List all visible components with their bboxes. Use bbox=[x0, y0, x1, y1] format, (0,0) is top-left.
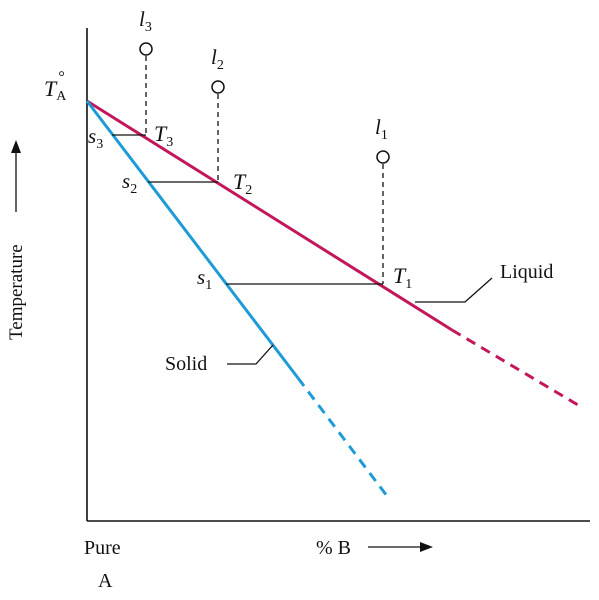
x-axis-arrow-head bbox=[420, 542, 433, 552]
temperature-t3-label: T3 bbox=[154, 121, 173, 150]
liquid-point-l3-marker bbox=[139, 42, 153, 56]
liquid-label-leader bbox=[415, 277, 493, 303]
x-axis-label: % B bbox=[316, 537, 351, 559]
liquid-point-l2-marker bbox=[211, 80, 225, 94]
origin-label-a: A bbox=[98, 570, 113, 592]
solid-point-s2-label: s2 bbox=[122, 169, 137, 197]
liquid-point-l1-label: l1 bbox=[375, 115, 388, 143]
liquidus-line bbox=[86, 99, 453, 332]
y-axis-arrow-head bbox=[11, 140, 21, 153]
liquid-curve-label: Liquid bbox=[500, 261, 553, 283]
liquid-point-l2-label: l2 bbox=[211, 45, 224, 73]
temperature-t1-label: T1 bbox=[393, 263, 412, 292]
y-axis-title: Temperature bbox=[6, 244, 27, 340]
solid-label-leader bbox=[227, 344, 274, 365]
liquid-point-l3-label: l3 bbox=[139, 7, 152, 35]
solidus-extension bbox=[296, 377, 389, 497]
liquid-point-l1-marker bbox=[376, 150, 390, 164]
solidus-line bbox=[85, 100, 300, 379]
y-axis-label: Temperature bbox=[6, 244, 27, 340]
origin-label-pure: Pure bbox=[84, 537, 121, 559]
solid-curve-label: Solid bbox=[165, 353, 207, 375]
solid-point-s3-label: s3 bbox=[88, 124, 103, 152]
solid-point-s1-label: s1 bbox=[197, 265, 212, 293]
melting-point-label: TA° bbox=[44, 69, 67, 104]
temperature-t2-label: T2 bbox=[233, 169, 252, 198]
liquidus-extension bbox=[451, 328, 579, 407]
